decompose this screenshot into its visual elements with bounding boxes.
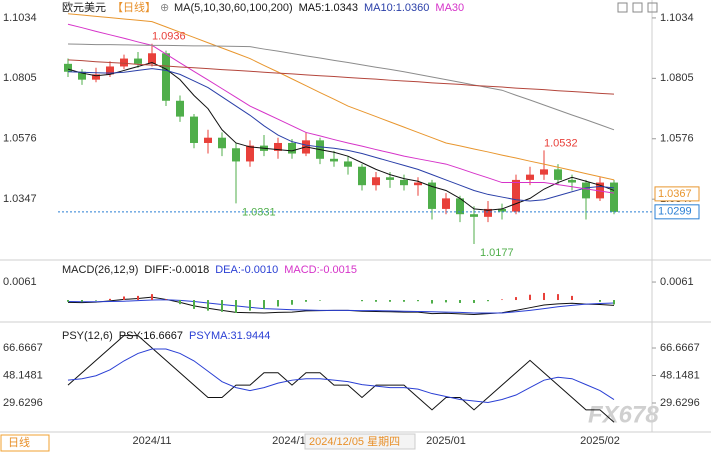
candle-body (484, 208, 492, 217)
legend-label: PSY:16.6667 (119, 330, 183, 342)
candle-body (456, 198, 464, 215)
legend-label: MACD(26,12,9) (62, 264, 138, 276)
candle-body (428, 182, 436, 209)
macd-line (67, 299, 615, 314)
x-tick-label: 2025/01 (426, 435, 466, 447)
y-tick-label: 29.6296 (3, 397, 43, 409)
x-tick-label: 2025/02 (580, 435, 620, 447)
legend-label: MA30 (435, 2, 464, 14)
candle-body (358, 166, 366, 186)
candle-body (106, 66, 114, 75)
candle-body (596, 182, 604, 199)
y-tick-label: 48.1481 (660, 369, 700, 381)
candle-body (582, 182, 590, 199)
psy-line (67, 335, 615, 423)
candle-body (470, 214, 478, 217)
extreme-label: 1.0936 (152, 31, 186, 43)
candle-body (64, 63, 72, 72)
candle-body (78, 71, 86, 80)
y-tick-label: 66.6667 (660, 342, 700, 354)
legend-label: DIFF:-0.0018 (144, 264, 209, 276)
legend-label: PSYMA:31.9444 (189, 330, 270, 342)
x-tick-label: 2024/12 (272, 435, 312, 447)
y-tick-label: 1.1034 (660, 12, 694, 24)
candle-body (568, 179, 576, 183)
legend-label: DEA:-0.0010 (215, 264, 278, 276)
candle-body (218, 137, 226, 149)
crosshair-box (304, 433, 416, 450)
y-tick-label: 1.0576 (3, 133, 37, 145)
ma-line (67, 13, 615, 181)
crosshair-label: 2024/12/05 星期四 (309, 435, 400, 448)
legend-label: MA10:1.0360 (364, 2, 429, 14)
candle-body (92, 74, 100, 80)
legend-label: MA5:1.0343 (299, 2, 358, 14)
y-tick-label: 1.0347 (3, 193, 37, 205)
y-tick-label: 1.0576 (660, 133, 694, 145)
psy-line (67, 348, 615, 403)
legend-label: 欧元美元 (62, 1, 106, 14)
y-tick-label: 0.0061 (660, 276, 694, 288)
price-tag (654, 204, 700, 220)
candle-body (288, 142, 296, 154)
y-tick-label: 48.1481 (3, 369, 43, 381)
candle-body (120, 58, 128, 67)
price-tag (654, 186, 700, 202)
x-tick-label: 2024/11 (133, 435, 172, 447)
candle-body (274, 142, 282, 151)
legend-label: PSY(12,6) (62, 330, 113, 342)
candle-body (232, 148, 240, 162)
ma-line (67, 59, 615, 95)
candle-body (148, 53, 156, 64)
ma-line (67, 43, 615, 131)
candle-body (330, 158, 338, 162)
icon[interactable] (647, 2, 658, 13)
ma-line (67, 23, 615, 194)
candle-body (176, 100, 184, 117)
candle-body (134, 58, 142, 64)
candle-body (162, 53, 170, 101)
candle-body (610, 182, 618, 212)
toolbar-icons[interactable] (617, 2, 658, 13)
period-button[interactable] (0, 434, 50, 452)
candle-body (512, 179, 520, 212)
candle-body (344, 161, 352, 167)
candle-body (372, 177, 380, 186)
icon[interactable] (617, 2, 628, 13)
legend-label: MACD:-0.0015 (284, 264, 357, 276)
candle-body (386, 177, 394, 180)
candle-body (526, 174, 534, 180)
ma-line (67, 68, 615, 202)
candle-body (554, 169, 562, 180)
period-button-label[interactable]: 日线 (8, 435, 30, 449)
icon[interactable] (632, 2, 643, 13)
watermark: FX678 (588, 401, 659, 428)
y-tick-label: 29.6296 (660, 397, 700, 409)
y-tick-label: 1.1034 (3, 12, 37, 24)
y-tick-label: 0.0061 (3, 276, 37, 288)
candle-body (414, 182, 422, 186)
candle-body (246, 145, 254, 162)
y-tick-label: 66.6667 (3, 342, 43, 354)
candle-body (498, 208, 506, 212)
extreme-label: 1.0532 (544, 137, 578, 149)
add-icon: ⊕ (160, 2, 169, 14)
candle-body (442, 198, 450, 209)
price-tag-label: 1.0367 (658, 188, 692, 200)
legend-label: MA(5,10,30,60,100,200) (174, 2, 293, 14)
y-tick-label: 1.0805 (660, 72, 694, 84)
extreme-label: 1.0177 (480, 247, 514, 259)
candle-body (204, 137, 212, 143)
candle-body (190, 116, 198, 143)
price-tag-label: 1.0299 (658, 206, 692, 218)
candle-body (540, 169, 548, 175)
y-tick-label: 1.0805 (3, 72, 37, 84)
legend-label: 【日线】 (112, 0, 156, 14)
candle-body (400, 179, 408, 186)
